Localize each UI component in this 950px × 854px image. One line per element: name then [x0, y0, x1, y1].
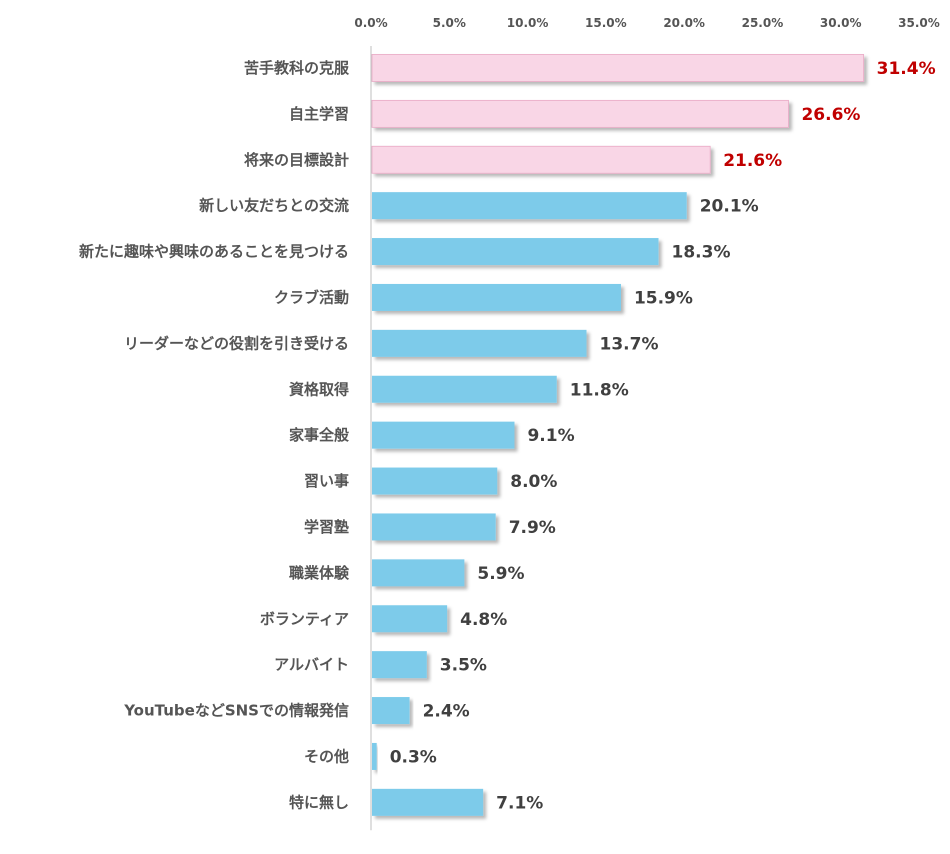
- value-label: 31.4%: [877, 59, 936, 79]
- value-labels: 31.4% 26.6% 21.6% 20.1% 18.3% 15.9% 13.7% 11.8%…: [390, 59, 936, 813]
- x-tick-label: 5.0%: [433, 16, 466, 30]
- value-label: 7.9%: [509, 518, 556, 538]
- category-label: 家事全般: [289, 426, 349, 444]
- x-tick-label: 10.0%: [507, 16, 549, 30]
- category-label: 職業体験: [289, 564, 350, 582]
- bar: [372, 375, 557, 403]
- x-tick-label: 35.0%: [898, 16, 940, 30]
- value-label: 11.8%: [570, 380, 629, 400]
- category-label: 資格取得: [289, 380, 349, 398]
- value-label: 18.3%: [672, 243, 731, 263]
- value-label: 7.1%: [496, 793, 543, 813]
- value-label: 3.5%: [440, 656, 487, 676]
- value-label: 0.3%: [390, 747, 437, 767]
- bar: [372, 651, 427, 679]
- x-tick-label: 30.0%: [820, 16, 862, 30]
- value-label: 2.4%: [423, 702, 470, 722]
- value-label: 15.9%: [634, 288, 693, 308]
- category-label: 特に無し: [289, 793, 349, 811]
- value-label: 8.0%: [510, 472, 557, 492]
- value-label: 13.7%: [600, 334, 659, 354]
- x-tick-label: 20.0%: [663, 16, 705, 30]
- bar: [372, 559, 465, 587]
- x-tick-label: 25.0%: [742, 16, 784, 30]
- category-label: YouTubeなどSNSでの情報発信: [123, 702, 349, 720]
- category-label: 自主学習: [289, 105, 349, 123]
- bar: [372, 742, 377, 770]
- value-label: 21.6%: [723, 151, 782, 171]
- bar: [372, 421, 515, 449]
- category-label: その他: [304, 747, 349, 765]
- value-label: 26.6%: [801, 105, 860, 125]
- bars: [371, 54, 865, 816]
- bar: [372, 283, 621, 311]
- bar: [371, 99, 789, 128]
- bar: [372, 238, 659, 266]
- x-axis-ticks: 0.0% 5.0% 10.0% 15.0% 20.0% 25.0% 30.0% 35.0%: [354, 16, 939, 30]
- category-label: リーダーなどの役割を引き受ける: [124, 334, 349, 352]
- bar: [371, 54, 865, 82]
- bar: [372, 605, 448, 633]
- value-label: 4.8%: [460, 610, 507, 630]
- bar: [372, 513, 496, 541]
- category-label: 苦手教科の克服: [244, 59, 350, 77]
- bar: [372, 329, 587, 357]
- category-label: ボランティア: [260, 610, 349, 628]
- value-label: 9.1%: [527, 426, 574, 446]
- bar: [372, 697, 410, 725]
- category-label: アルバイト: [274, 656, 349, 674]
- category-labels: 苦手教科の克服自主学習将来の目標設計新しい友だちとの交流新たに趣味や興味のあるこ…: [79, 59, 350, 811]
- bar: [371, 145, 711, 174]
- category-label: クラブ活動: [274, 288, 349, 306]
- category-label: 新しい友だちとの交流: [199, 197, 349, 215]
- value-label: 20.1%: [700, 197, 759, 217]
- category-label: 将来の目標設計: [244, 151, 349, 169]
- bar: [372, 192, 687, 220]
- value-label: 5.9%: [477, 564, 524, 584]
- x-tick-label: 15.0%: [585, 16, 627, 30]
- bar: [372, 788, 484, 816]
- category-label: 新たに趣味や興味のあることを見つける: [79, 243, 349, 261]
- bar: [372, 467, 498, 495]
- category-label: 学習塾: [304, 518, 349, 536]
- category-label: 習い事: [304, 472, 349, 490]
- x-tick-label: 0.0%: [354, 16, 387, 30]
